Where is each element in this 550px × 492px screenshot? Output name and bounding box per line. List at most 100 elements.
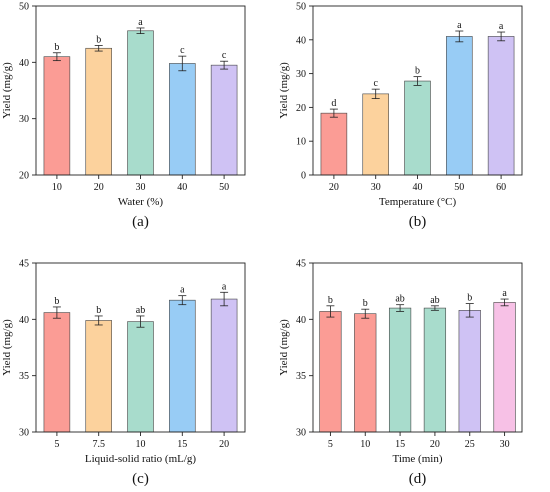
y-tick-label: 40 — [19, 315, 29, 326]
bar — [319, 311, 342, 433]
significance-label: ab — [430, 295, 439, 306]
y-tick-label: 40 — [296, 35, 306, 46]
panel-label: (a) — [132, 214, 149, 230]
x-tick-label: 20 — [94, 182, 104, 193]
y-tick-label: 50 — [296, 2, 306, 13]
error-bar — [329, 108, 338, 118]
error-bar — [500, 298, 509, 307]
significance-label: a — [222, 281, 227, 292]
y-axis-label: Yield (mg/g) — [278, 62, 290, 119]
x-tick-label: 20 — [329, 182, 339, 193]
x-tick-label: 20 — [430, 439, 440, 450]
bar — [43, 312, 71, 433]
error-bar — [136, 27, 145, 34]
y-tick-label: 40 — [19, 58, 29, 69]
significance-label: c — [180, 45, 185, 56]
bar — [210, 298, 238, 433]
significance-label: b — [54, 296, 59, 307]
error-bar — [220, 60, 229, 70]
bar — [127, 321, 154, 433]
bar — [404, 80, 431, 176]
y-tick-label: 30 — [296, 428, 306, 439]
bar — [423, 307, 447, 433]
y-tick-label: 50 — [19, 2, 29, 13]
y-tick-label: 30 — [19, 114, 29, 125]
chart-panel: b b a c c 20 30 40 50 10 20 30 40 50 Water (%) Yield (m… — [1, 2, 246, 230]
significance-label: b — [415, 66, 420, 77]
significance-label: c — [373, 78, 378, 89]
x-tick-label: 15 — [395, 439, 405, 450]
y-tick-label: 45 — [19, 259, 29, 270]
y-tick-label: 40 — [296, 315, 306, 326]
x-tick-label: 10 — [52, 182, 62, 193]
error-bar — [497, 31, 506, 42]
bar — [320, 112, 348, 176]
error-bar — [94, 315, 103, 326]
bar — [127, 30, 154, 176]
x-tick-label: 5 — [54, 439, 59, 450]
y-tick-label: 10 — [296, 137, 306, 148]
panel-label: (d) — [409, 471, 427, 487]
y-tick-label: 20 — [19, 171, 29, 182]
error-bar — [178, 295, 187, 306]
y-tick-label: 0 — [301, 171, 306, 182]
y-tick-label: 45 — [296, 259, 306, 270]
significance-label: a — [457, 20, 462, 31]
x-tick-label: 10 — [136, 439, 146, 450]
significance-label: b — [96, 305, 101, 316]
error-bar — [326, 305, 335, 318]
bar — [85, 320, 112, 433]
error-bar — [396, 304, 405, 312]
error-bar — [371, 88, 380, 100]
significance-label: c — [222, 50, 227, 61]
y-tick-label: 35 — [296, 371, 306, 382]
significance-label: d — [331, 98, 336, 109]
error-bar — [413, 76, 422, 86]
error-bar — [220, 291, 229, 307]
bar — [169, 63, 196, 176]
significance-label: a — [138, 17, 143, 28]
y-tick-label: 35 — [19, 371, 29, 382]
x-tick-label: 5 — [328, 439, 333, 450]
significance-label: a — [180, 285, 185, 296]
significance-label: ab — [136, 305, 145, 316]
x-axis-label: Temperature (°C) — [379, 196, 457, 208]
x-tick-label: 15 — [177, 439, 187, 450]
error-bar — [136, 315, 145, 328]
bar — [43, 56, 71, 176]
error-bar — [52, 306, 61, 319]
significance-label: a — [499, 21, 504, 32]
x-axis-label: Liquid-solid ratio (mL/g) — [85, 453, 197, 465]
significance-label: a — [502, 288, 507, 299]
chart-panel: b b ab a a 30 35 40 45 5 7.5 10 15 20 Liquid-solid rat… — [1, 259, 246, 487]
bar — [210, 64, 238, 176]
bar — [169, 299, 196, 433]
bar — [85, 47, 112, 176]
x-tick-label: 10 — [360, 439, 370, 450]
significance-label: b — [363, 298, 368, 309]
significance-label: b — [467, 293, 472, 304]
x-tick-label: 25 — [465, 439, 475, 450]
x-tick-label: 7.5 — [92, 439, 105, 450]
y-axis-label: Yield (mg/g) — [278, 319, 290, 376]
error-bar — [465, 303, 474, 318]
x-tick-label: 60 — [496, 182, 506, 193]
x-tick-label: 30 — [500, 439, 510, 450]
significance-label: b — [54, 42, 59, 53]
error-bar — [455, 30, 464, 43]
panel-label: (b) — [409, 214, 427, 230]
error-bar — [178, 55, 187, 72]
error-bar — [94, 45, 103, 52]
x-tick-label: 40 — [177, 182, 187, 193]
y-axis-label: Yield (mg/g) — [1, 62, 13, 119]
panel-label: (c) — [132, 471, 149, 487]
significance-label: b — [96, 34, 101, 45]
x-tick-label: 50 — [454, 182, 464, 193]
y-tick-label: 20 — [296, 103, 306, 114]
chart-panel: b b ab ab b a 30 35 40 45 5 10 15 20 25 30 Time (min) Yie… — [278, 259, 523, 487]
x-tick-label: 20 — [219, 439, 229, 450]
x-axis-label: Time (min) — [392, 453, 442, 465]
bar — [493, 302, 516, 433]
error-bar — [430, 305, 439, 311]
error-bar — [361, 308, 370, 319]
